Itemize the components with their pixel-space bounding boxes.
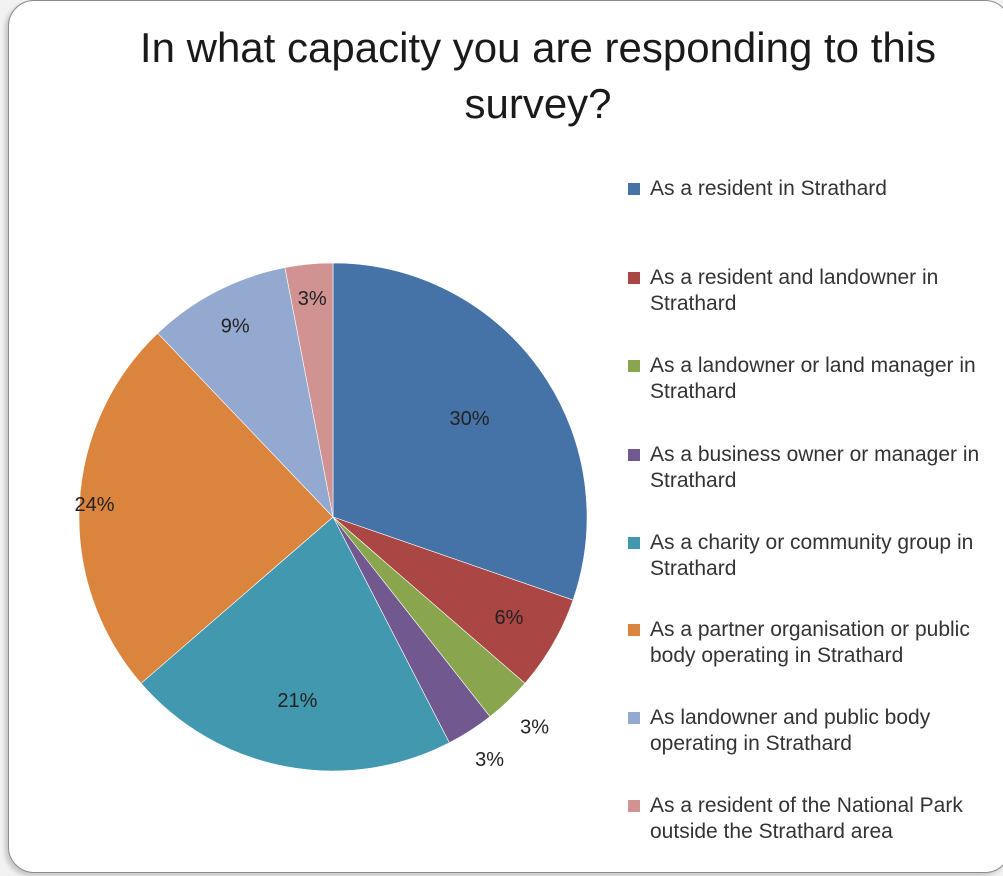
- legend-item-6: As a partner organisation or public body…: [628, 617, 998, 669]
- legend-swatch: [628, 712, 640, 724]
- chart-legend: As a resident in Strathard As a resident …: [628, 0, 1003, 876]
- legend-item-5: As a charity or community group in Strat…: [628, 530, 998, 582]
- slice-label-2: 6%: [495, 607, 524, 629]
- slice-labels: 30% 6% 3% 3% 21% 24% 9% 3%: [74, 288, 549, 771]
- pie-slice-5: [140, 516, 450, 772]
- slice-label-1: 30%: [450, 408, 490, 430]
- legend-label: As a resident and landowner in Strathard: [650, 266, 939, 315]
- chart-title: In what capacity you are responding to t…: [139, 24, 937, 127]
- slice-label-6: 24%: [74, 494, 114, 516]
- legend-label: As a resident in Strathard: [650, 177, 887, 200]
- legend-swatch: [628, 360, 640, 372]
- legend-label: As a business owner or manager in Strath…: [650, 443, 980, 492]
- legend-item-7: As landowner and public body operating i…: [628, 705, 998, 757]
- legend-item-8: As a resident of the National Park outsi…: [628, 793, 998, 845]
- legend-label: As a partner organisation or public body…: [650, 618, 970, 667]
- legend-item-4: As a business owner or manager in Strath…: [628, 442, 998, 494]
- pie-slice-6: [78, 332, 334, 684]
- legend-label: As landowner and public body operating i…: [650, 706, 931, 755]
- legend-swatch: [628, 449, 640, 461]
- slice-label-8: 3%: [298, 288, 327, 310]
- pie-slices: [78, 262, 588, 772]
- pie-slice-7: [157, 267, 334, 518]
- pie-slice-1: [332, 262, 588, 601]
- slice-label-7: 9%: [221, 316, 250, 338]
- legend-label: As a resident of the National Park outsi…: [650, 794, 963, 843]
- legend-swatch: [628, 800, 640, 812]
- legend-label: As a charity or community group in Strat…: [650, 531, 974, 580]
- legend-swatch: [628, 537, 640, 549]
- pie-slice-8: [284, 262, 334, 518]
- slice-label-3: 3%: [520, 717, 549, 739]
- legend-swatch: [628, 183, 640, 195]
- legend-swatch: [628, 624, 640, 636]
- slice-label-5: 21%: [277, 690, 317, 712]
- legend-item-3: As a landowner or land manager in Strath…: [628, 353, 998, 405]
- legend-item-2: As a resident and landowner in Strathard: [628, 265, 998, 317]
- slice-label-4: 3%: [475, 749, 504, 771]
- legend-label: As a landowner or land manager in Strath…: [650, 354, 976, 403]
- legend-swatch: [628, 272, 640, 284]
- legend-item-1: As a resident in Strathard: [628, 176, 998, 202]
